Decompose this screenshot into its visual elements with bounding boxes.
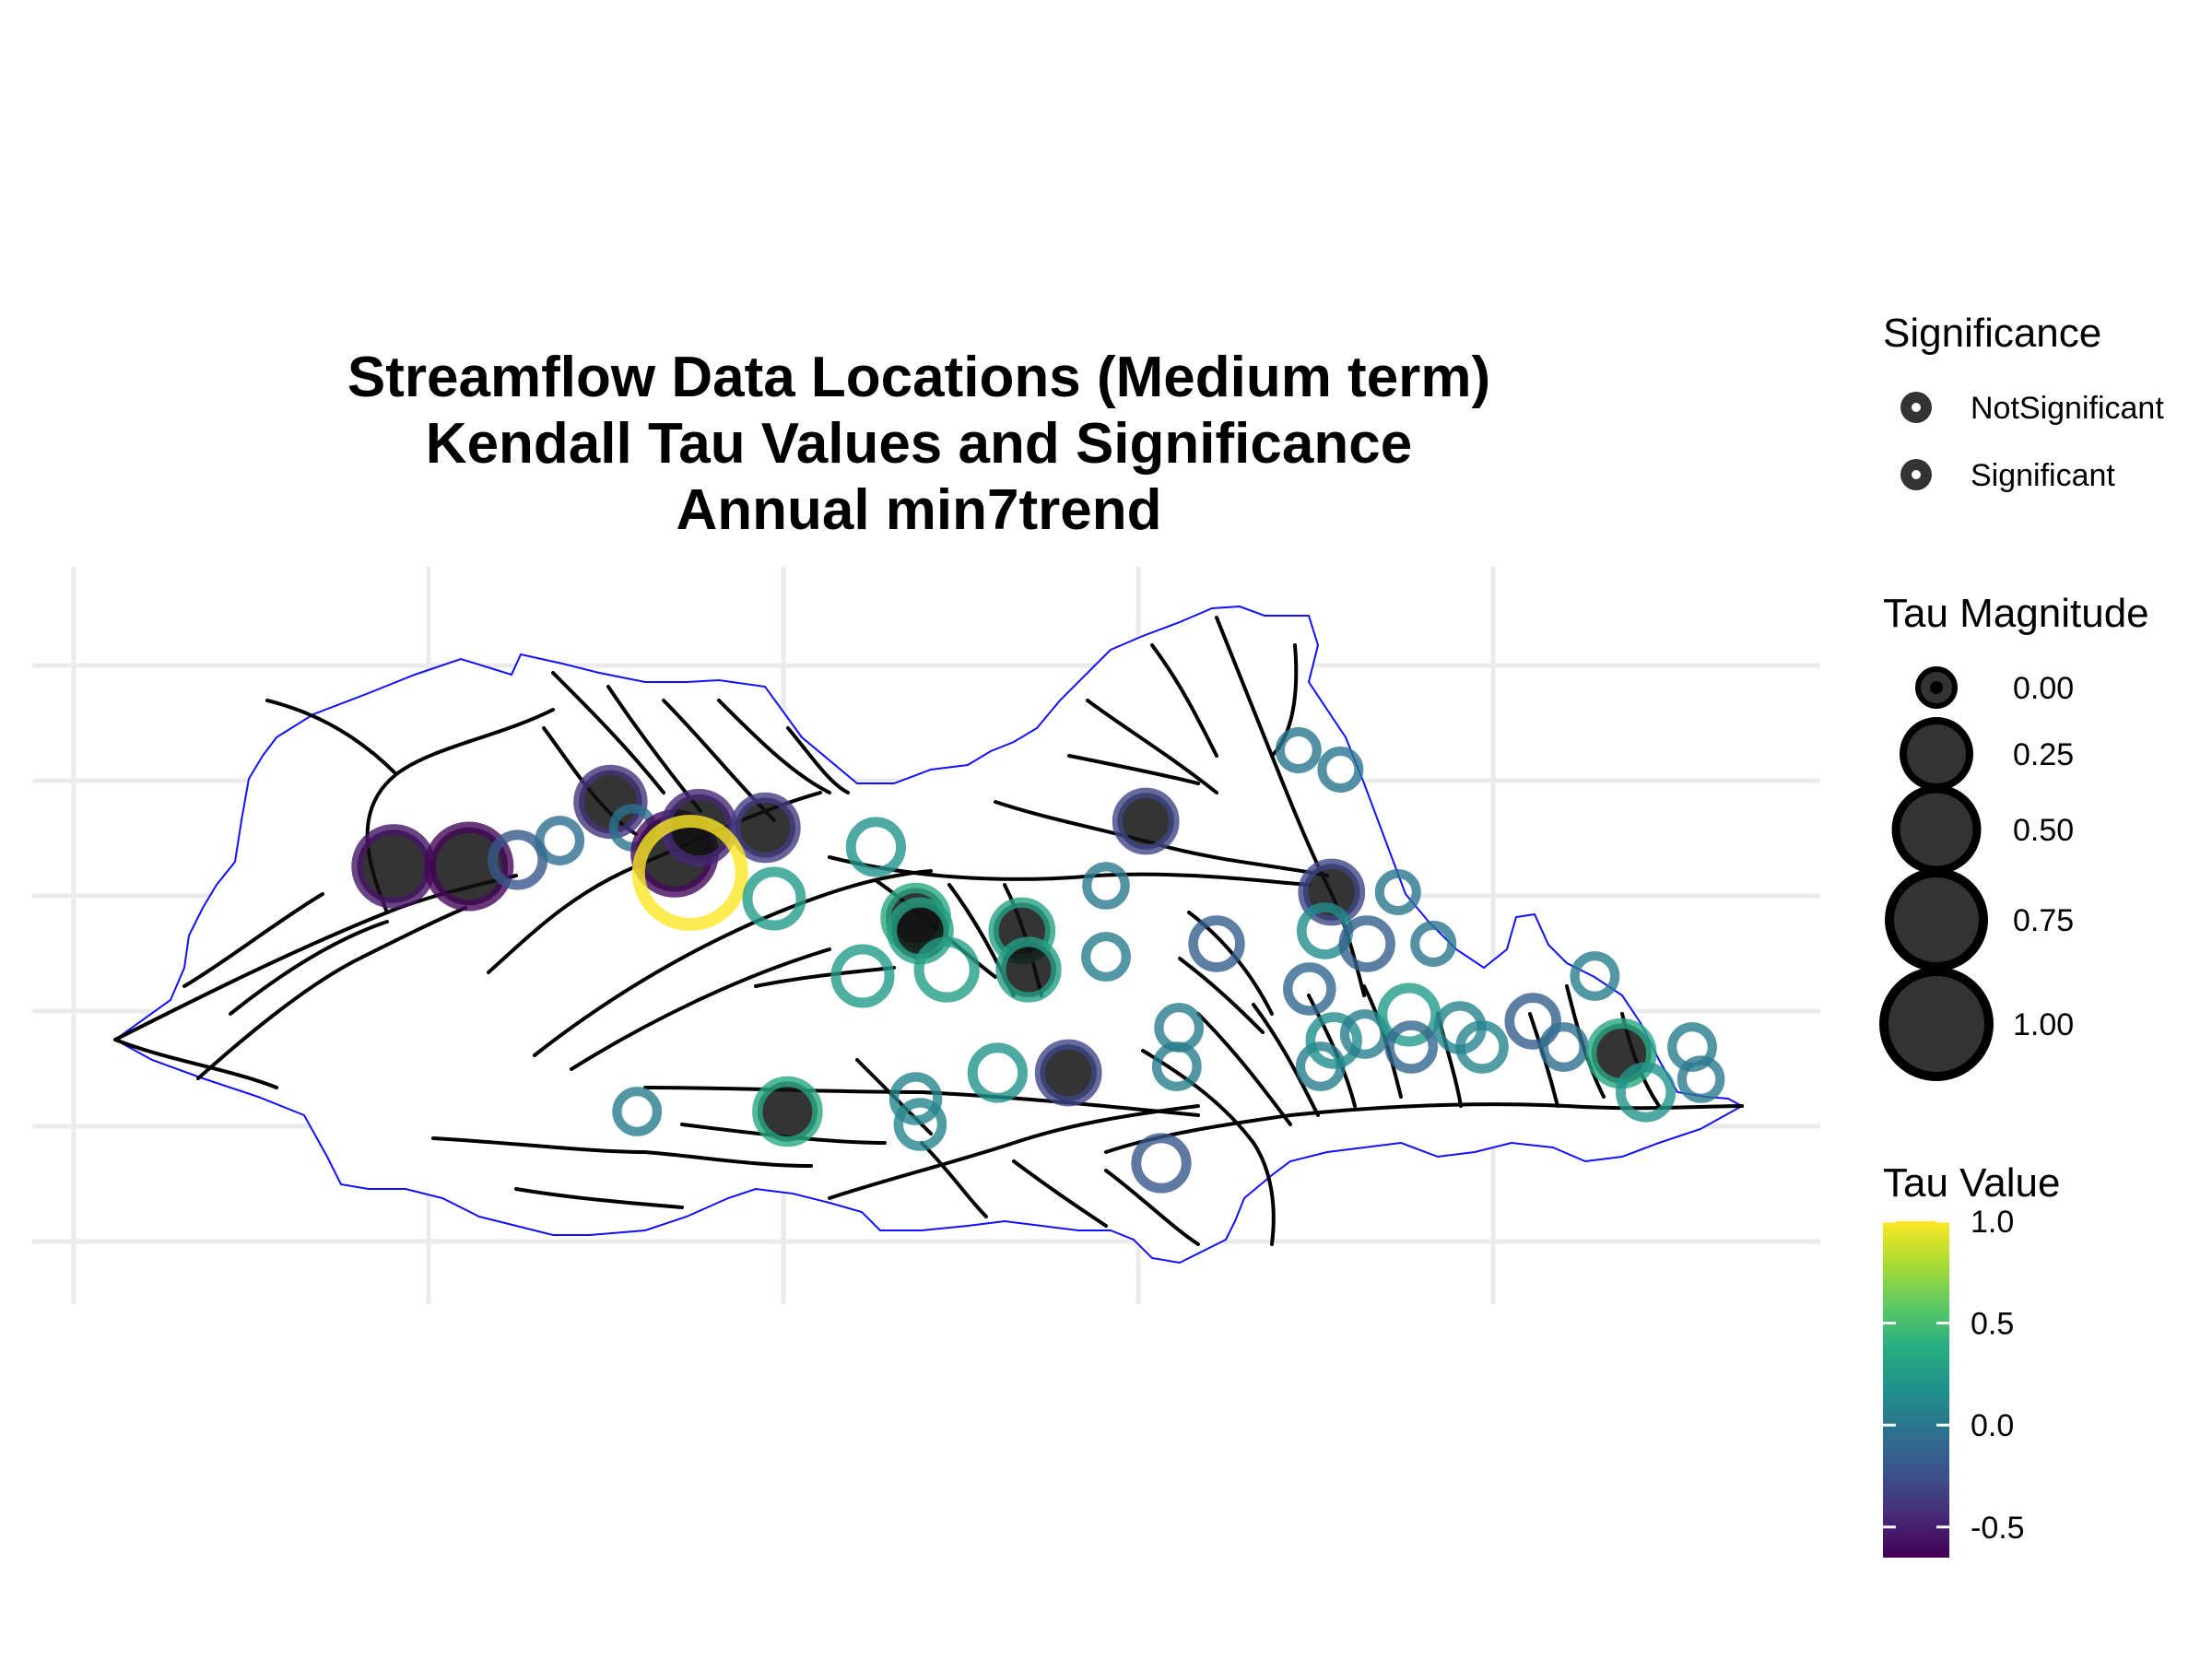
legend-magnitude-title: Tau Magnitude [1883, 591, 2149, 636]
colorbar-tick-label: 1.0 [1971, 1205, 2014, 1240]
station-not-significant [1305, 1012, 1362, 1069]
legend-magnitude-label-3: 0.75 [2013, 903, 2074, 938]
legend-magnitude-key-2 [1891, 784, 1982, 875]
station-not-significant [1374, 869, 1421, 915]
plot-title: Streamflow Data Locations (Medium term) … [347, 346, 1490, 542]
legend-magnitude-key-3 [1885, 868, 1988, 971]
station-not-significant [1570, 951, 1620, 1001]
station-not-significant [1338, 915, 1395, 972]
station-not-significant [1082, 862, 1130, 910]
station-not-significant [1275, 727, 1322, 773]
station-significant [995, 936, 1062, 1003]
station-not-significant [612, 1087, 663, 1136]
legend-significance: Significance NotSignificant Significant [1883, 311, 2164, 493]
station-not-significant [1410, 921, 1457, 967]
legend-magnitude-label-0: 0.00 [2013, 671, 2074, 706]
legend-tau-title: Tau Value [1883, 1160, 2060, 1206]
station-not-significant [1377, 982, 1441, 1047]
station-significant [1112, 787, 1180, 855]
legend-magnitude-key-0 [1915, 666, 1958, 709]
station-not-significant [1538, 1022, 1589, 1072]
station-not-significant [1384, 1020, 1438, 1074]
station-not-significant [487, 830, 548, 890]
station-not-significant [967, 1042, 1029, 1103]
station-not-significant [1317, 747, 1364, 793]
title-line-3: Annual min7trend [676, 478, 1161, 542]
station-not-significant [1616, 1062, 1677, 1123]
legend-magnitude-label-2: 0.50 [2013, 813, 2074, 848]
legend-magnitude-key-4 [1879, 967, 1994, 1081]
station-significant [424, 821, 514, 912]
legend-magnitude-label-4: 1.00 [2013, 1007, 2074, 1042]
station-not-significant [742, 866, 806, 931]
legend-significance-title: Significance [1883, 311, 2101, 356]
legend-magnitude: Tau Magnitude 0.00 0.25 0.50 0.75 1.00 [1879, 591, 2149, 1081]
station-significant [1585, 1018, 1657, 1089]
station-significant [351, 824, 437, 909]
station-not-significant [845, 817, 907, 877]
legend-tau-value: Tau Value 1.0 0.5 0.0 -0.5 [1883, 1160, 2060, 1558]
station-not-significant [1081, 932, 1131, 982]
station-not-significant [1283, 962, 1336, 1016]
station-not-significant [1188, 915, 1245, 972]
legend-key-significant [1900, 459, 1932, 490]
station-not-significant [888, 1072, 943, 1125]
station-not-significant [1151, 1041, 1202, 1091]
station-not-significant [1677, 1055, 1725, 1103]
station-not-significant [830, 944, 895, 1008]
station-not-significant [535, 816, 585, 865]
title-line-2: Kendall Tau Values and Significance [426, 412, 1412, 476]
station-not-significant [1504, 993, 1561, 1050]
station-not-significant [913, 936, 980, 1003]
colorbar-tick-label: -0.5 [1971, 1511, 2025, 1546]
legend-key-notsignificant [1900, 392, 1932, 423]
colorbar [1883, 1221, 1949, 1558]
station-not-significant [893, 1098, 947, 1151]
legend-magnitude-key-1 [1900, 717, 1973, 791]
colorbar-tick-label: 0.0 [1971, 1408, 2014, 1443]
legend-label-notsignificant: NotSignificant [1971, 391, 2164, 426]
station-significant [730, 792, 801, 864]
station-significant [752, 1076, 823, 1147]
station-not-significant [631, 815, 748, 931]
title-line-1: Streamflow Data Locations (Medium term) [347, 346, 1490, 409]
colorbar-ticks: 1.0 0.5 0.0 -0.5 [1883, 1205, 2025, 1546]
legend-label-significant: Significant [1971, 458, 2115, 493]
colorbar-tick-label: 0.5 [1971, 1307, 2014, 1342]
legend-magnitude-label-1: 0.25 [2013, 737, 2074, 772]
station-not-significant [1455, 1020, 1509, 1074]
station-significant [1034, 1039, 1102, 1107]
station-not-significant [1131, 1133, 1192, 1194]
station-markers [351, 727, 1725, 1194]
